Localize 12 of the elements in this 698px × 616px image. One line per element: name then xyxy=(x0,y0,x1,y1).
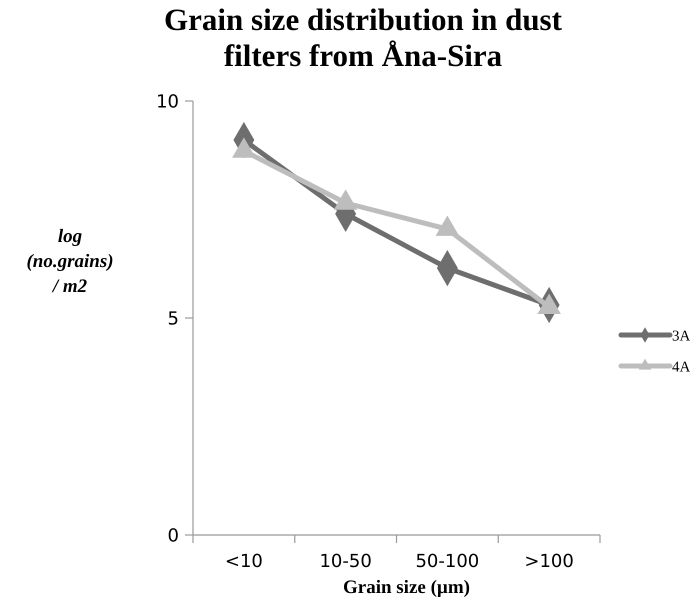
legend-label: 4A xyxy=(672,359,690,376)
y-axis-title: log (no.grains) / m2 xyxy=(26,226,114,297)
x-tick-label: >100 xyxy=(524,551,574,572)
x-tick-label: 10-50 xyxy=(319,551,372,572)
y-tick-label: 10 xyxy=(156,91,179,112)
legend-label: 3A xyxy=(672,328,690,344)
x-tick-label: 50-100 xyxy=(415,551,480,572)
chart-title: Grain size distribution in dust filters from Åna-Sira xyxy=(164,2,563,73)
x-tick-label: <10 xyxy=(224,551,263,572)
y-tick-label: 0 xyxy=(168,525,179,546)
y-tick-label: 5 xyxy=(168,308,179,330)
x-axis-title: Grain size (µm) xyxy=(342,577,470,598)
